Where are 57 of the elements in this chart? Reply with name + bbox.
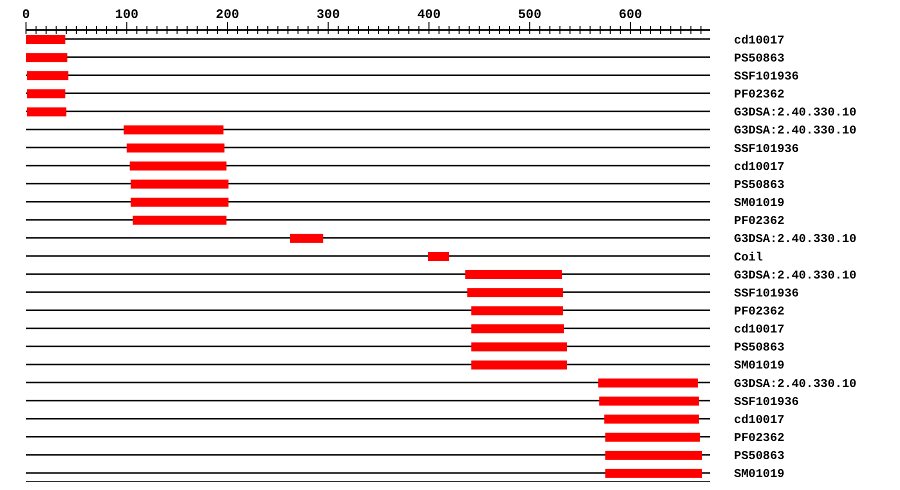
bar: [598, 378, 698, 388]
bar: [599, 396, 699, 406]
y-tick-label: PS50863: [734, 340, 784, 355]
bar: [605, 432, 700, 442]
y-tick-label: Coil: [734, 250, 763, 264]
bar: [428, 252, 450, 261]
y-tick-label: SSF101936: [734, 69, 799, 84]
y-tick-label: SSF101936: [734, 394, 799, 409]
bar: [467, 288, 563, 298]
bar: [471, 360, 567, 370]
y-tick-label: SM01019: [734, 467, 784, 482]
y-tick-label: G3DSA:2.40.330.10: [734, 124, 856, 138]
y-tick-label: PS50863: [734, 51, 784, 66]
bar: [27, 71, 68, 80]
x-tick-label: 500: [518, 7, 542, 22]
bar: [126, 143, 224, 152]
y-tick-label: PF02362: [734, 88, 784, 102]
y-tick-label: cd10017: [734, 322, 784, 337]
x-tick-label: 400: [417, 7, 441, 22]
bar: [605, 450, 702, 460]
bar: [26, 35, 66, 44]
bar: [604, 414, 699, 424]
bar: [471, 324, 564, 334]
bar: [130, 162, 226, 171]
x-tick-label: 600: [618, 7, 642, 22]
x-tick-label: 200: [216, 7, 240, 22]
y-tick-label: SM01019: [734, 196, 784, 210]
bar: [124, 125, 224, 134]
bar: [130, 198, 228, 207]
y-tick-label: SSF101936: [734, 286, 799, 300]
bar: [130, 180, 228, 189]
y-tick-label: cd10017: [734, 160, 784, 174]
y-tick-label: PF02362: [734, 304, 784, 318]
bar: [471, 342, 567, 352]
y-tick-label: SM01019: [734, 358, 784, 373]
y-tick-label: G3DSA:2.40.330.10: [734, 268, 856, 282]
bar: [132, 216, 226, 225]
x-tick-label: 300: [316, 7, 340, 22]
y-tick-label: PF02362: [734, 214, 784, 228]
bar: [27, 89, 66, 98]
bar: [27, 107, 66, 116]
bar: [465, 270, 562, 280]
y-tick-label: G3DSA:2.40.330.10: [734, 106, 856, 120]
y-tick-label: PS50863: [734, 178, 784, 192]
x-tick-label: 100: [115, 7, 139, 22]
bar: [290, 234, 324, 243]
y-tick-label: SSF101936: [734, 142, 799, 156]
y-tick-label: cd10017: [734, 412, 784, 427]
y-tick-label: PS50863: [734, 449, 784, 464]
y-tick-label: cd10017: [734, 33, 784, 48]
bar: [605, 468, 702, 478]
y-tick-label: G3DSA:2.40.330.10: [734, 232, 856, 246]
y-tick-label: PF02362: [734, 431, 784, 446]
y-tick-label: G3DSA:2.40.330.10: [734, 376, 856, 391]
bar: [471, 306, 563, 316]
x-tick-label: 0: [22, 7, 30, 22]
bar: [26, 53, 68, 62]
